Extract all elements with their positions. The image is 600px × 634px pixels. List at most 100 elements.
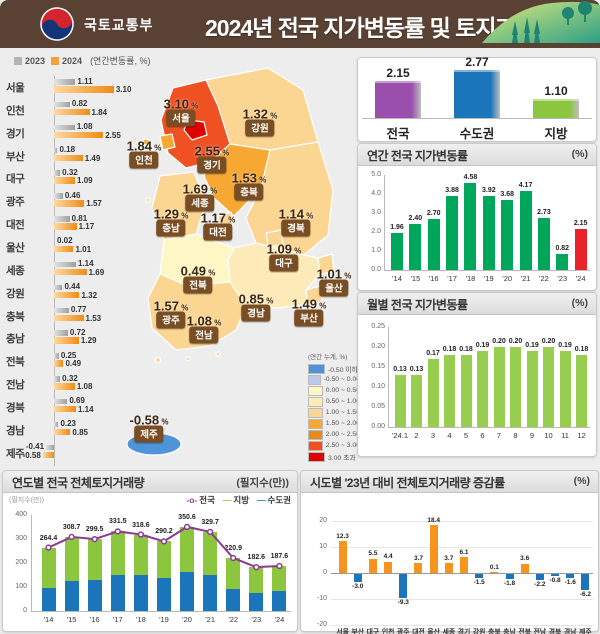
bar-2024 <box>54 360 64 367</box>
monthly-value: 0.19 <box>475 342 490 349</box>
monthly-bar <box>427 359 439 427</box>
map-legend-swatch <box>308 396 323 407</box>
annual-chart-panel: 연간 전국 지가변동률 (%) 5.0 4.0 3.0 2.0 1.0 0.0 1.96 '1… <box>357 143 597 291</box>
volume-bar-local <box>133 534 148 575</box>
y-tick: 0 <box>23 607 27 614</box>
sido-bar <box>444 563 453 573</box>
map-value-세종: 1.69 % <box>182 181 218 197</box>
annual-value: 0.82 <box>555 245 570 253</box>
region-label: 울산 <box>6 241 25 254</box>
volume-x-label: '18 <box>135 615 146 624</box>
sido-bar <box>490 572 499 573</box>
sido-value: -6.2 <box>579 591 592 599</box>
y-tick: 0.05 <box>371 403 385 410</box>
gridline <box>331 521 593 522</box>
sido-value: -3.0 <box>352 582 364 590</box>
map-value-충북: 1.53 % <box>231 170 267 186</box>
bar-2024-value: 3.10 <box>115 85 132 94</box>
sido-bar <box>475 574 484 578</box>
volume-x-label: '16 <box>89 615 100 624</box>
y-tick: 0.10 <box>371 383 385 390</box>
region-row: 경남 0.23 0.85 <box>2 417 154 440</box>
korea-map: 3.10 % 서울 1.84 % 인천 2.55 % 경기 1.32 % 강원 1.53 % 충북… <box>118 50 360 468</box>
map-legend-swatch <box>308 374 321 385</box>
map-badge-광주: 광주 <box>156 311 186 329</box>
map-badge-대구: 대구 <box>269 254 299 272</box>
volume-total: 290.2 <box>155 528 173 536</box>
annual-panel-unit: (%) <box>571 148 588 160</box>
volume-bar-local <box>180 526 195 572</box>
map-badge-전남: 전남 <box>189 326 219 344</box>
map-value-대구: 1.09 % <box>266 241 302 257</box>
volume-bar-metro <box>110 575 125 611</box>
monthly-x-label: 10 <box>544 431 553 440</box>
region-row: 강원 0.44 1.32 <box>2 280 154 303</box>
region-row: 전남 0.32 1.08 <box>2 371 154 394</box>
bar-2024-value: 1.49 <box>84 153 101 163</box>
map-value-경남: 0.85 % <box>238 291 274 307</box>
bar-2023 <box>54 353 59 359</box>
annual-x-label: '17 <box>447 274 457 283</box>
monthly-value: 0.20 <box>492 338 506 345</box>
bar-2024 <box>54 405 76 413</box>
volume-chart: (필지수(만)) -o- 전국 — 지방 — 수도권 400 300 200 100 0 264.4'1… <box>3 493 297 631</box>
bar-2023-value: 1.08 <box>76 122 93 132</box>
monthly-x-label: 12 <box>577 431 586 440</box>
bar-2024 <box>42 451 54 459</box>
annual-value: 4.17 <box>518 181 533 189</box>
y-tick: 5.0 <box>371 171 381 178</box>
region-row: 대구 0.32 1.09 <box>2 165 154 188</box>
map-value-충남: 1.29 % <box>153 206 189 222</box>
legend-label: 지방 <box>233 495 250 505</box>
sido-panel-header: 시도별 '23년 대비 전체토지거래량 증감률 (%) <box>301 471 598 493</box>
volume-bar-metro <box>226 589 241 611</box>
legend-marker: — <box>222 495 232 505</box>
map-legend-swatch <box>308 407 323 418</box>
percent-sign: % <box>316 301 327 311</box>
region-row: 울산 0.02 1.01 <box>2 234 154 257</box>
volume-bar-local <box>110 531 125 575</box>
bar-2024 <box>54 337 79 344</box>
summary-category: 지방 <box>544 127 568 141</box>
region-row: 서울 1.11 3.10 <box>2 74 154 97</box>
annual-panel-header: 연간 전국 지가변동률 (%) <box>358 144 596 166</box>
map-value-전남: 1.08 % <box>186 313 222 329</box>
region-row: 광주 0.46 1.57 <box>2 188 154 211</box>
y-tick: 3.0 <box>371 209 381 216</box>
unit-note: (연간변동률, %) <box>90 56 151 66</box>
bar-2024-value: 1.69 <box>88 267 105 277</box>
annual-x-label: '16 <box>428 274 439 283</box>
monthly-bar <box>411 375 422 427</box>
monthly-x-label: 6 <box>480 431 485 440</box>
annual-panel-title: 연간 전국 지가변동률 <box>367 149 468 163</box>
map-legend-row: 2.50 ~ 3.00 <box>308 440 360 451</box>
sido-value: 3.7 <box>444 554 454 562</box>
bar-2023 <box>54 79 76 85</box>
bar-2023 <box>54 124 75 131</box>
map-island <box>142 138 150 146</box>
region-label: 세종 <box>6 264 25 277</box>
sido-x-label: 대전 <box>412 629 425 634</box>
bar-2024-value: 1.29 <box>80 336 97 346</box>
x-axis <box>31 611 291 612</box>
map-region-incheon <box>159 133 176 151</box>
sido-value: 5.5 <box>368 550 378 558</box>
sido-bar <box>566 574 575 579</box>
bar-2023 <box>54 284 63 291</box>
sido-x-label: 충남 <box>503 629 516 634</box>
map-value-경기: 2.55 % <box>194 143 230 159</box>
volume-bar-local <box>64 536 79 582</box>
map-legend-label: 2.50 ~ 3.00 <box>325 442 360 449</box>
bar-2024-value: 1.09 <box>77 176 93 186</box>
legend-label: 전국 <box>199 495 215 505</box>
monthly-value: 0.18 <box>459 346 473 353</box>
volume-x-label: '14 <box>43 615 54 624</box>
map-legend-swatch <box>308 385 323 396</box>
monthly-x-label: 11 <box>561 431 569 440</box>
bar-2023 <box>54 261 76 268</box>
region-compare-legend: 2023 2024 (연간변동률, %) <box>8 54 160 66</box>
annual-value: 3.88 <box>445 187 459 195</box>
monthly-bar <box>460 355 472 427</box>
summary-category: 수도권 <box>459 127 495 141</box>
volume-x-label: '23 <box>251 615 262 624</box>
